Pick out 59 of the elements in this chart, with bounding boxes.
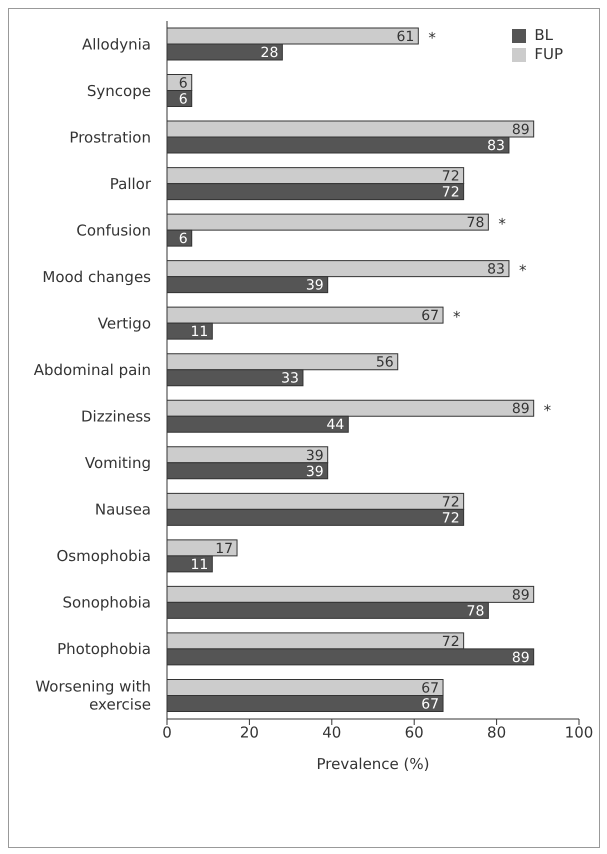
data-label: 89 <box>512 650 530 666</box>
y-tick-label: Prostration <box>69 128 151 146</box>
data-label: 11 <box>190 324 208 340</box>
y-tick-label: Abdominal pain <box>34 361 151 379</box>
y-tick-label: Vomiting <box>84 454 151 472</box>
data-label: 56 <box>376 354 394 371</box>
x-tick-label: 60 <box>404 724 424 742</box>
data-label: 89 <box>512 587 530 604</box>
x-axis-title: Prevalence (%) <box>316 755 430 773</box>
y-tick-label: Vertigo <box>98 314 151 332</box>
x-tick-label: 0 <box>162 724 172 742</box>
y-tick-label: Sonophobia <box>62 594 151 612</box>
y-tick-label: Photophobia <box>57 640 151 658</box>
y-tick-label: Confusion <box>76 221 151 240</box>
legend-label: FUP <box>534 45 563 63</box>
data-label: 61 <box>396 28 414 45</box>
data-label: 83 <box>487 262 505 278</box>
data-label: 72 <box>442 634 460 650</box>
data-label: 89 <box>512 401 530 418</box>
annotation: * <box>428 29 436 48</box>
x-tick-label: 80 <box>487 724 506 742</box>
data-label: 72 <box>442 494 460 510</box>
annotation: * <box>498 215 506 234</box>
data-label: 44 <box>326 417 344 434</box>
data-label: 78 <box>466 603 484 620</box>
annotation: * <box>544 401 552 420</box>
data-label: 72 <box>442 168 460 185</box>
y-tick-label: Dizziness <box>81 408 152 426</box>
data-label: 39 <box>306 448 324 464</box>
x-tick-label: 100 <box>564 724 594 742</box>
y-tick-label: Osmophobia <box>56 547 151 566</box>
y-tick-label: Mood changes <box>42 268 152 286</box>
data-label: 6 <box>178 75 188 92</box>
annotation: * <box>518 262 527 280</box>
y-tick-label: Worsening with exercise <box>35 678 151 714</box>
data-label: 39 <box>306 278 324 294</box>
data-label: 89 <box>512 122 530 138</box>
data-label: 72 <box>442 184 460 201</box>
data-label: 67 <box>421 680 440 696</box>
annotation: * <box>453 308 462 326</box>
y-tick-label: Pallor <box>110 174 152 193</box>
y-tick-label: Nausea <box>94 500 151 519</box>
y-tick-label: Syncope <box>86 82 151 100</box>
data-label: 39 <box>306 464 324 480</box>
data-label: 67 <box>421 696 440 712</box>
data-label: 17 <box>215 540 234 557</box>
data-label: 72 <box>442 510 460 526</box>
x-tick-label: 20 <box>240 724 259 742</box>
data-label: 83 <box>487 138 505 154</box>
x-tick-label: 40 <box>322 724 342 742</box>
data-label: 6 <box>178 231 188 248</box>
y-tick-label: Allodynia <box>82 35 151 54</box>
data-label: 11 <box>190 556 208 573</box>
data-label: 78 <box>466 215 484 232</box>
data-label: 33 <box>281 370 299 387</box>
data-label: 6 <box>178 91 188 108</box>
legend-label: BL <box>534 26 553 44</box>
data-label: 28 <box>260 44 278 61</box>
data-label: 67 <box>421 308 440 324</box>
